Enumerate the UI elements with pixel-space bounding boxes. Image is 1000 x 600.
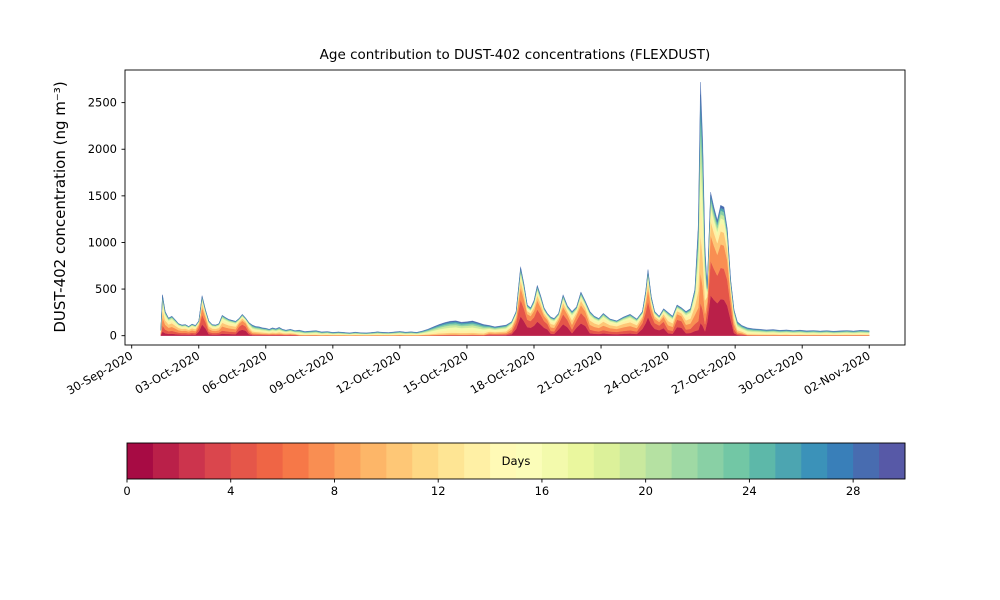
chart-title: Age contribution to DUST-402 concentrati… xyxy=(319,47,711,63)
colorbar-cell xyxy=(879,443,906,479)
x-tick-label: 30-Sep-2020 xyxy=(64,348,135,397)
y-tick-label: 2000 xyxy=(88,142,117,156)
colorbar-cell xyxy=(749,443,776,479)
colorbar-cell xyxy=(282,443,310,479)
x-tick-label: 30-Oct-2020 xyxy=(736,348,806,396)
colorbar-cell xyxy=(775,443,802,479)
x-tick-label: 27-Oct-2020 xyxy=(669,348,739,396)
x-tick-label: 02-Nov-2020 xyxy=(801,348,872,397)
y-tick-label: 2500 xyxy=(88,96,117,110)
age-bin-area-9 xyxy=(160,82,870,334)
x-tick-label: 06-Oct-2020 xyxy=(200,348,270,396)
colorbar-cell xyxy=(827,443,854,479)
colorbar-tick-label: 0 xyxy=(123,484,130,498)
colorbar-cell xyxy=(334,443,361,479)
colorbar-cell xyxy=(801,443,828,479)
y-axis: 0 500 1000 1500 2000 2500 xyxy=(88,96,125,343)
colorbar: Days 0 4 8 12 16 20 24 28 xyxy=(123,442,906,498)
stacked-areas xyxy=(160,82,870,336)
y-tick-label: 1500 xyxy=(88,189,117,203)
x-tick-label: 12-Oct-2020 xyxy=(334,348,404,396)
colorbar-tick-label: 20 xyxy=(638,484,653,498)
colorbar-cell xyxy=(853,443,880,479)
colorbar-frame xyxy=(126,442,906,480)
y-tick-label: 500 xyxy=(95,282,117,296)
colorbar-cell xyxy=(178,443,206,479)
colorbar-cell xyxy=(438,443,465,479)
colorbar-cell xyxy=(386,443,413,479)
colorbar-tick-label: 8 xyxy=(331,484,338,498)
y-tick-label: 1000 xyxy=(88,235,117,249)
colorbar-cell xyxy=(593,443,621,479)
colorbar-label: Days xyxy=(502,454,531,468)
age-bin-area-8 xyxy=(160,94,870,334)
colorbar-cell xyxy=(256,443,284,479)
axes-frame xyxy=(124,69,906,346)
x-tick-label: 03-Oct-2020 xyxy=(133,348,203,396)
colorbar-cell xyxy=(671,443,699,479)
colorbar-tick-label: 12 xyxy=(431,484,446,498)
colorbar-cell xyxy=(645,443,673,479)
age-bin-area-7 xyxy=(160,112,870,334)
colorbar-cell xyxy=(152,443,180,479)
colorbar-cell xyxy=(516,443,543,479)
x-tick-label: 15-Oct-2020 xyxy=(401,348,471,396)
colorbar-cell xyxy=(308,443,335,479)
colorbar-cell xyxy=(697,443,724,479)
colorbar-tick-label: 4 xyxy=(227,484,234,498)
age-bin-area-5 xyxy=(160,163,870,335)
x-tick-label: 21-Oct-2020 xyxy=(535,348,605,396)
colorbar-cell xyxy=(230,443,258,479)
x-tick-label: 24-Oct-2020 xyxy=(602,348,672,396)
colorbar-tick-label: 28 xyxy=(846,484,861,498)
colorbar-cell xyxy=(723,443,750,479)
colorbar-cell xyxy=(464,443,491,479)
colorbar-cell xyxy=(541,443,569,479)
age-bin-area-6 xyxy=(160,135,870,335)
colorbar-tick-label: 16 xyxy=(535,484,550,498)
x-tick-label: 18-Oct-2020 xyxy=(468,348,538,396)
colorbar-cell xyxy=(567,443,595,479)
x-axis: 30-Sep-202003-Oct-202006-Oct-202009-Oct-… xyxy=(64,345,873,398)
colorbar-cell xyxy=(127,443,154,479)
colorbar-cell xyxy=(204,443,232,479)
colorbar-cell xyxy=(360,443,387,479)
y-axis-label: DUST-402 concentration (ng m⁻³) xyxy=(51,81,69,333)
colorbar-cell xyxy=(490,443,517,479)
colorbar-cell xyxy=(412,443,439,479)
colorbar-cell xyxy=(619,443,647,479)
colorbar-tick-label: 24 xyxy=(742,484,757,498)
x-tick-label: 09-Oct-2020 xyxy=(267,348,337,396)
y-tick-label: 0 xyxy=(110,329,117,343)
